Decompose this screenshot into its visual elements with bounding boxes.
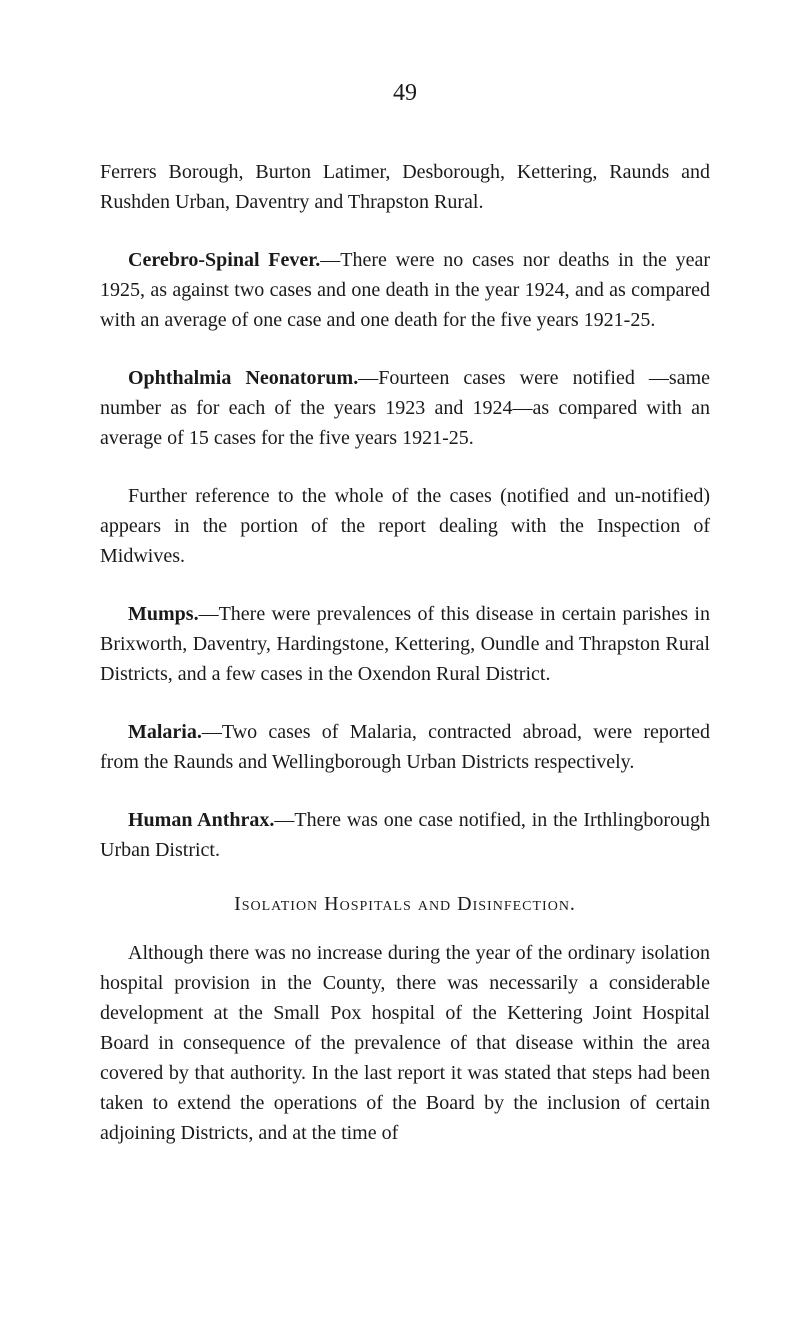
paragraph-mumps: Mumps.—There were prevalences of this di… [100, 599, 710, 689]
topic-lead-cerebro: Cerebro-Spinal Fever. [128, 249, 320, 271]
page-number: 49 [100, 80, 710, 107]
paragraph-isolation-hospitals: Although there was no increase during th… [100, 938, 710, 1148]
topic-lead-malaria: Malaria. [128, 721, 202, 743]
paragraph-further-reference: Further reference to the whole of the ca… [100, 481, 710, 571]
section-heading-isolation: Isolation Hospitals and Disinfection. [100, 893, 710, 916]
paragraph-malaria: Malaria.—Two cases of Malaria, contracte… [100, 717, 710, 777]
topic-lead-ophthalmia: Ophthalmia Neonatorum. [128, 367, 358, 389]
topic-lead-anthrax: Human Anthrax. [128, 809, 274, 831]
paragraph-continuation: Ferrers Borough, Burton Latimer, Desboro… [100, 157, 710, 217]
paragraph-cerebro-spinal: Cerebro-Spinal Fever.—There were no case… [100, 245, 710, 335]
paragraph-anthrax: Human Anthrax.—There was one case notifi… [100, 805, 710, 865]
topic-lead-mumps: Mumps. [128, 603, 199, 625]
paragraph-ophthalmia: Ophthalmia Neonatorum.—Fourteen cases we… [100, 363, 710, 453]
